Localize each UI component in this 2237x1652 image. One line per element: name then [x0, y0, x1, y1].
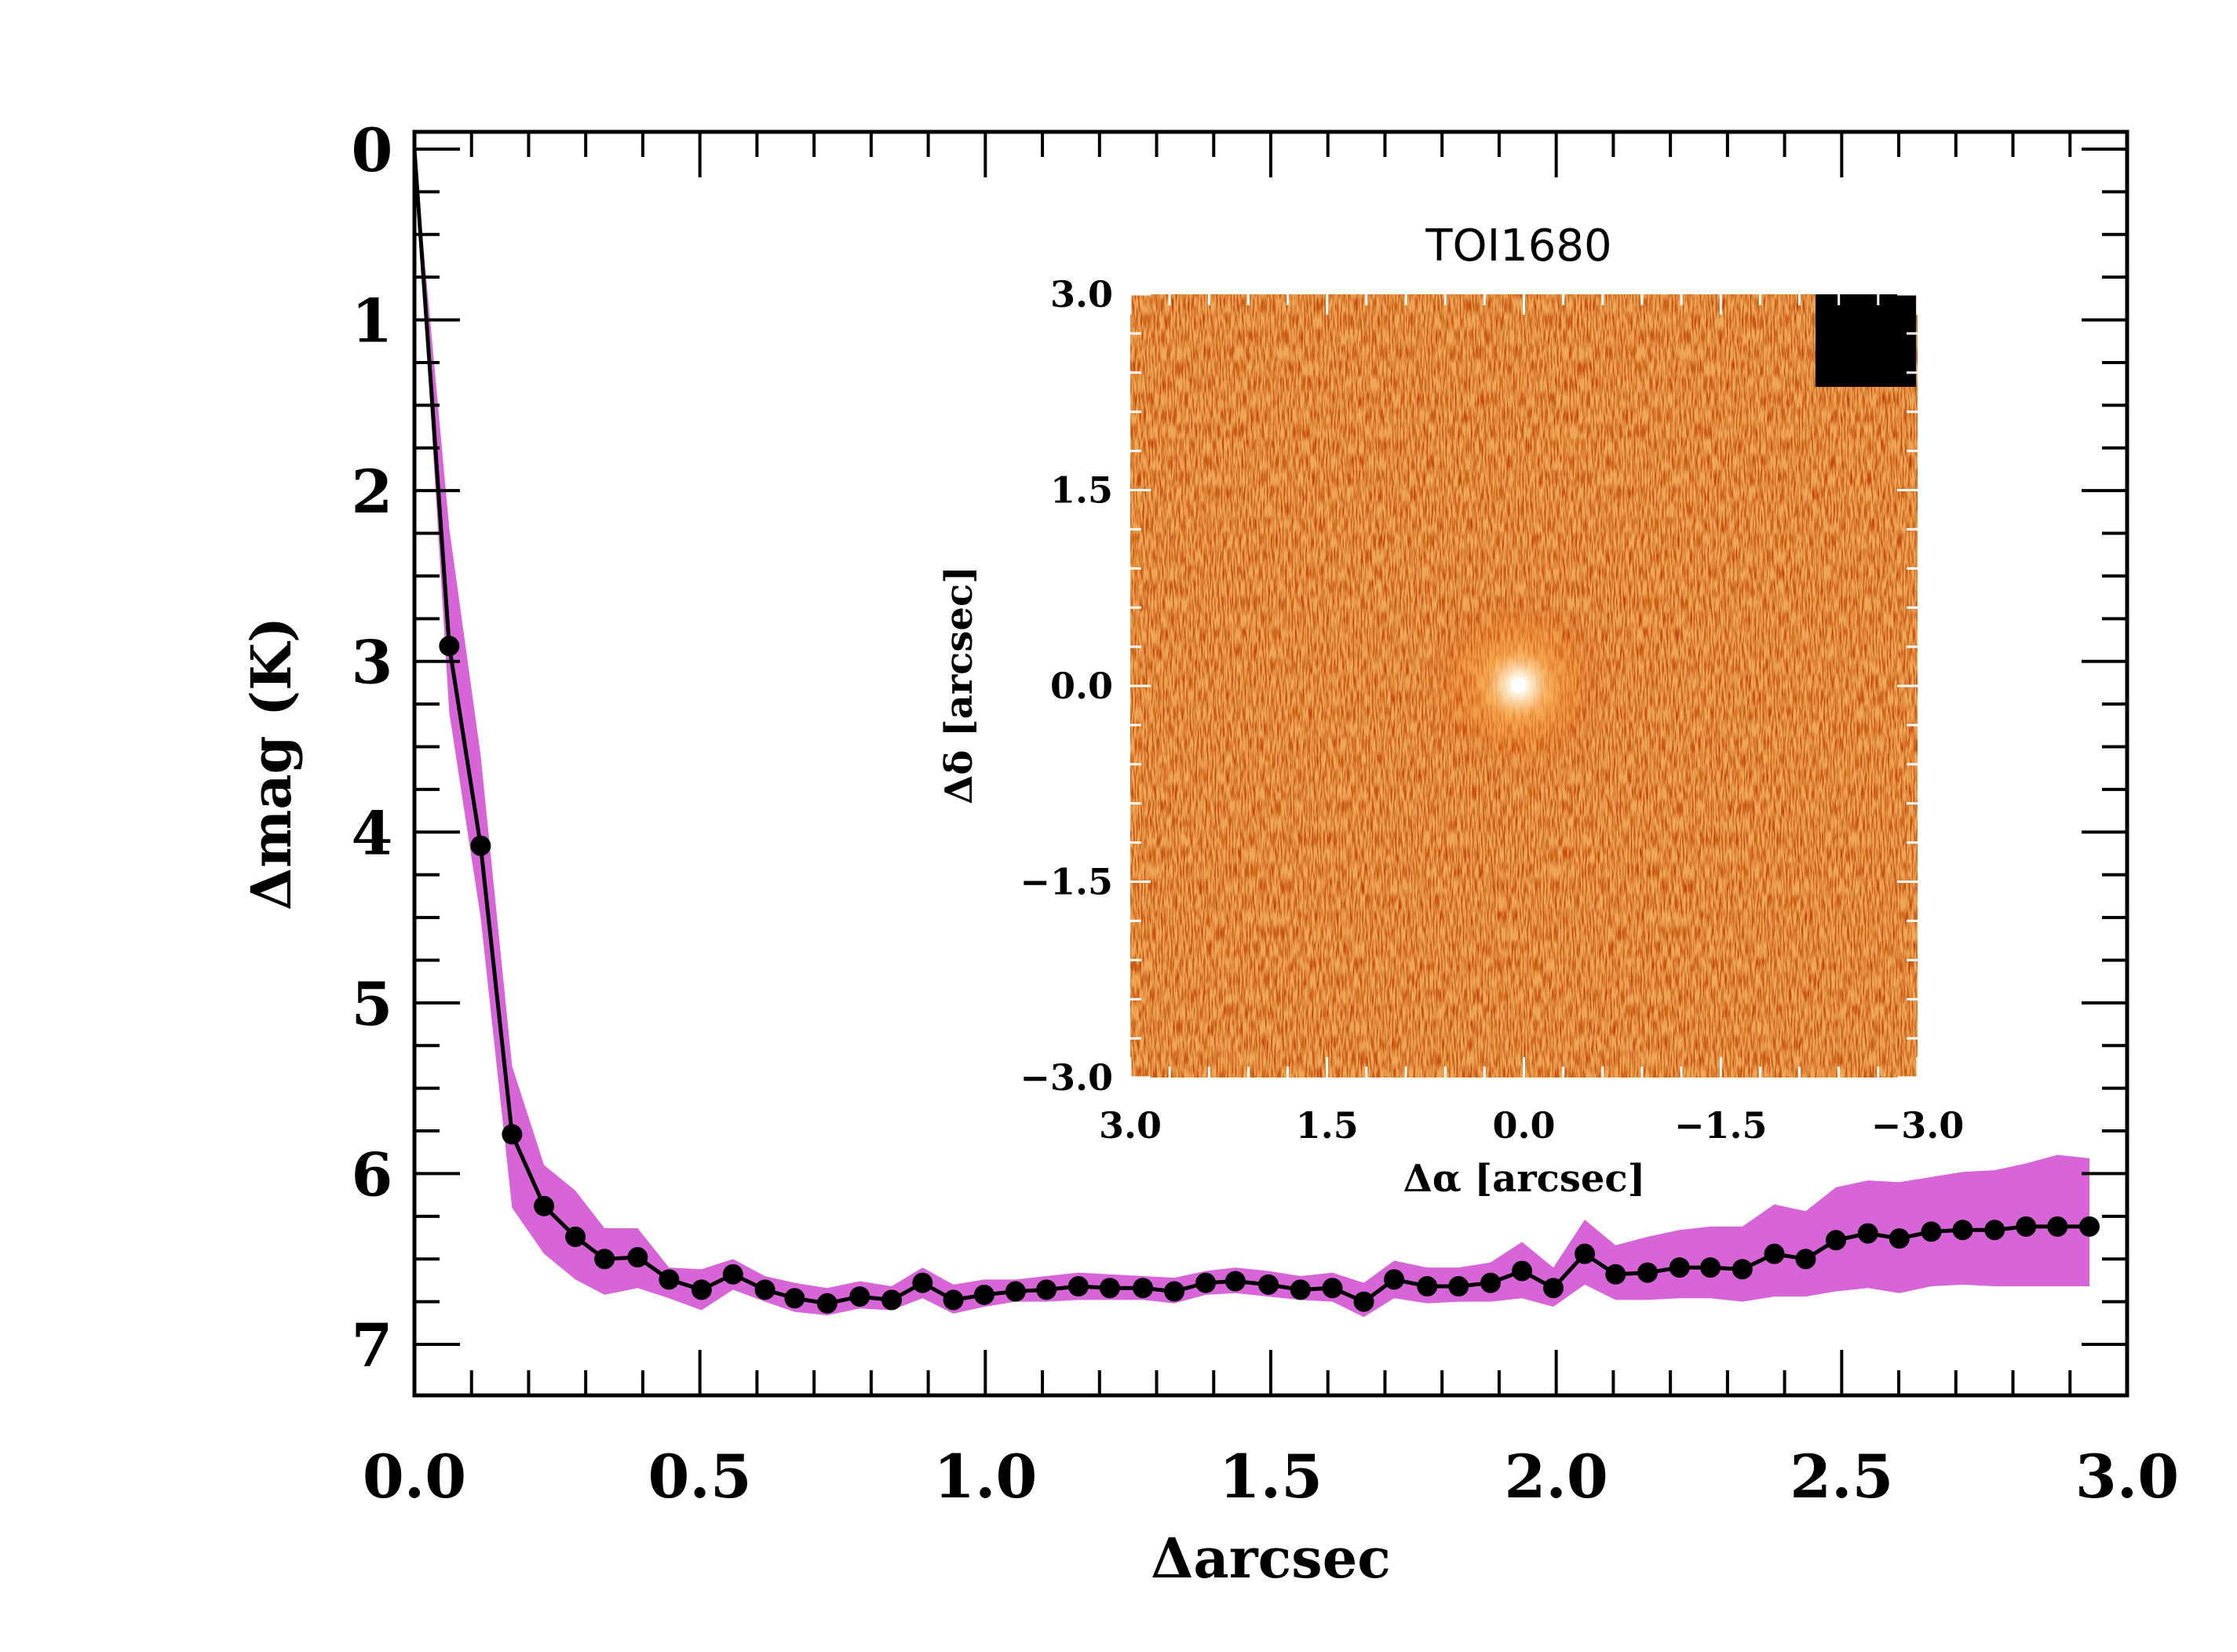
x-tick-label: 0.5 — [648, 1442, 752, 1512]
data-point — [1067, 1276, 1089, 1297]
data-point — [594, 1249, 615, 1270]
y-tick-labels: 0 1 2 3 4 5 6 7 — [352, 115, 393, 1380]
data-point — [881, 1289, 903, 1311]
data-point — [2078, 1216, 2100, 1237]
error-band — [414, 149, 2089, 1318]
data-point — [1005, 1281, 1026, 1302]
data-point — [1543, 1278, 1564, 1299]
inset-x-tick-label: 0.0 — [1492, 1104, 1555, 1147]
data-point — [1669, 1257, 1690, 1278]
inset-y-tick-label: 3.0 — [1050, 273, 1113, 315]
inset-x-tick-labels: 3.0 1.5 0.0 −1.5 −3.0 — [1099, 1104, 1964, 1147]
data-point — [502, 1124, 523, 1145]
inset-y-tick-labels: 3.0 1.5 0.0 −1.5 −3.0 — [1020, 273, 1113, 1099]
y-tick-label: 3 — [352, 628, 393, 698]
data-point — [1795, 1249, 1816, 1270]
data-point — [1322, 1278, 1343, 1299]
data-point — [784, 1288, 805, 1309]
y-tick-label: 7 — [352, 1311, 393, 1380]
data-point — [1258, 1274, 1279, 1295]
data-points-layer — [439, 636, 2100, 1314]
data-point — [1036, 1279, 1057, 1300]
inset-x-tick-label: −3.0 — [1871, 1104, 1965, 1147]
data-point — [1448, 1276, 1469, 1297]
data-point — [1764, 1243, 1785, 1264]
data-point — [1984, 1220, 2005, 1241]
data-point — [816, 1293, 838, 1314]
data-point — [722, 1264, 743, 1285]
y-tick-label: 1 — [352, 286, 393, 356]
inset-x-tick-label: 1.5 — [1296, 1104, 1359, 1147]
data-point — [1605, 1264, 1626, 1285]
y-tick-label: 0 — [352, 115, 393, 185]
error-band-layer — [414, 149, 2089, 1318]
data-point — [1732, 1259, 1753, 1280]
inset-y-tick-label: 1.5 — [1050, 469, 1113, 512]
x-tick-labels: 0.0 0.5 1.0 1.5 2.0 2.5 3.0 — [363, 1442, 2179, 1512]
data-point — [470, 835, 491, 856]
inset-axis-ticks — [1129, 293, 1919, 1079]
data-point — [754, 1279, 775, 1300]
data-point — [1417, 1276, 1438, 1297]
data-point — [1099, 1278, 1120, 1299]
data-point — [627, 1247, 648, 1268]
main-axis-ticks — [414, 132, 2127, 1395]
data-point — [973, 1284, 994, 1305]
y-tick-label: 4 — [352, 798, 393, 868]
data-point — [943, 1289, 964, 1311]
inset-y-tick-label: −1.5 — [1020, 861, 1113, 903]
data-point — [912, 1272, 933, 1293]
data-point — [1164, 1281, 1185, 1302]
data-point — [1195, 1272, 1217, 1293]
inset-y-tick-label: 0.0 — [1050, 665, 1113, 707]
x-tick-label: 1.0 — [933, 1442, 1037, 1512]
x-tick-label: 1.5 — [1219, 1442, 1323, 1512]
data-point — [1888, 1228, 1910, 1249]
source-peak — [1511, 677, 1527, 693]
data-point — [1952, 1220, 1973, 1241]
x-tick-label: 0.0 — [363, 1442, 466, 1512]
inset-y-tick-label: −3.0 — [1020, 1056, 1113, 1099]
y-tick-label: 5 — [352, 969, 393, 1039]
inset-x-tick-label: −1.5 — [1674, 1104, 1768, 1147]
data-point — [1921, 1221, 1942, 1242]
data-point — [2047, 1216, 2068, 1237]
data-point — [1133, 1278, 1154, 1299]
data-point — [534, 1195, 555, 1216]
data-point — [1384, 1269, 1405, 1290]
data-point — [439, 636, 460, 657]
data-point — [1353, 1291, 1374, 1312]
data-point — [1575, 1243, 1596, 1264]
inset-y-axis-label: Δδ [arcsec] — [937, 566, 981, 804]
data-point — [1512, 1260, 1533, 1282]
data-point — [849, 1286, 870, 1307]
inset-x-tick-label: 3.0 — [1099, 1104, 1162, 1147]
x-tick-label: 2.0 — [1505, 1442, 1608, 1512]
data-point — [1224, 1271, 1246, 1292]
data-point — [691, 1279, 712, 1300]
y-tick-label: 2 — [352, 457, 393, 527]
data-point — [2016, 1216, 2037, 1237]
y-tick-label: 6 — [352, 1140, 393, 1209]
x-axis-label: Δarcsec — [1151, 1526, 1391, 1591]
data-point — [1826, 1230, 1847, 1251]
inset-image — [1130, 294, 1918, 1078]
data-point — [1857, 1223, 1878, 1244]
x-tick-label: 2.5 — [1790, 1442, 1893, 1512]
inset-title: TOI1680 — [1425, 221, 1611, 272]
inset-x-axis-label: Δα [arcsec] — [1403, 1157, 1646, 1201]
data-point — [1290, 1279, 1311, 1300]
x-tick-label: 3.0 — [2075, 1442, 2179, 1512]
data-point — [1700, 1257, 1721, 1278]
masked-corner — [1816, 294, 1916, 387]
data-point — [1637, 1262, 1659, 1283]
data-point — [565, 1226, 586, 1247]
data-point — [1480, 1272, 1502, 1293]
data-point — [659, 1269, 680, 1290]
y-axis-label: Δmag (K) — [239, 617, 304, 910]
